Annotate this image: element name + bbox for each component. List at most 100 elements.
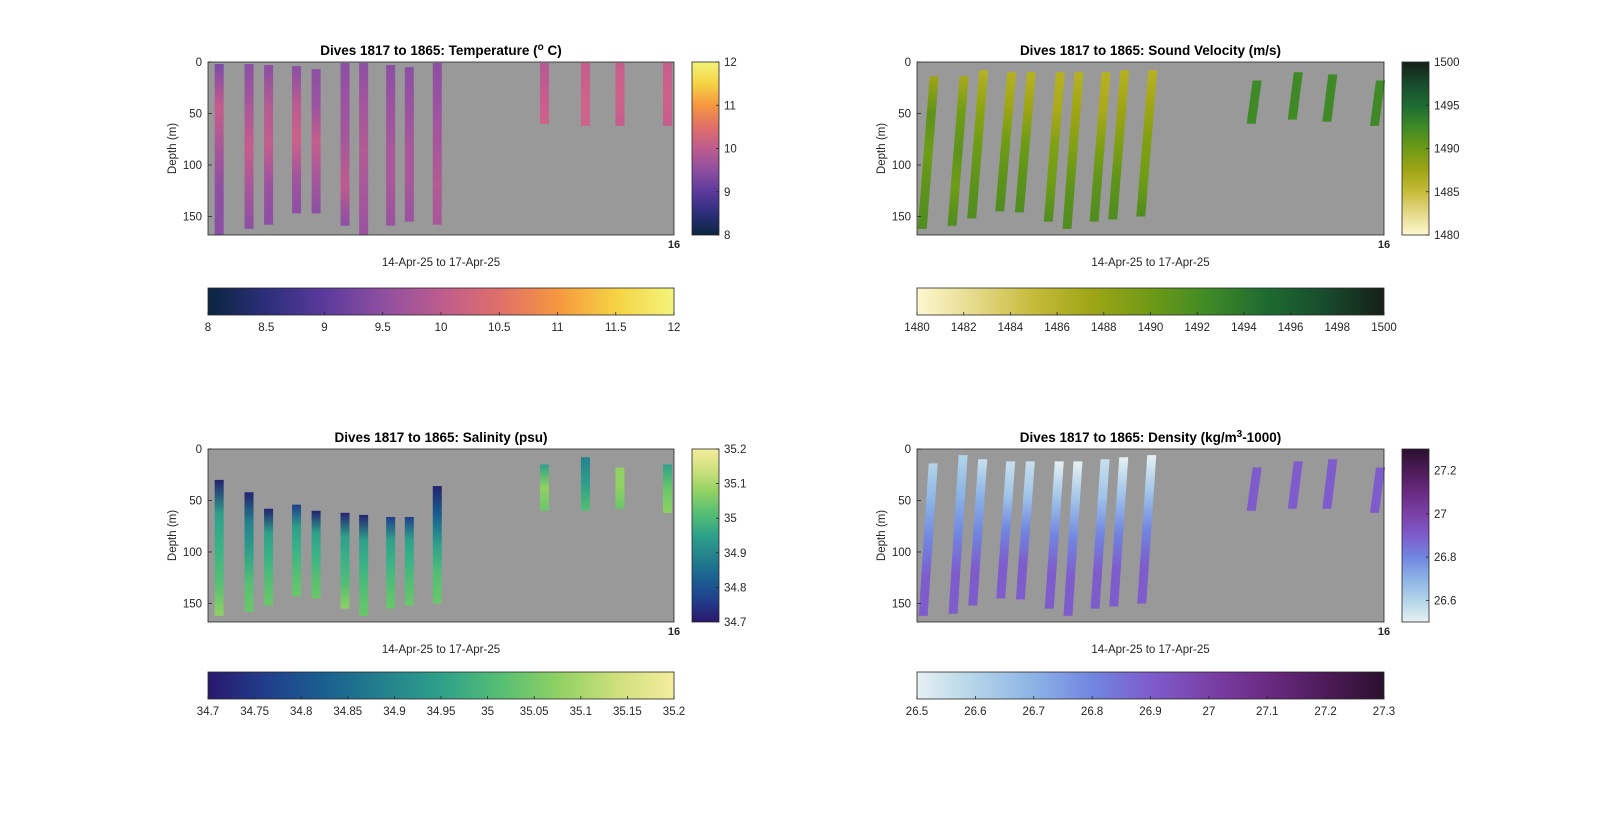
title-text: Dives 1817 to 1865: Salinity (psu) [334, 430, 547, 445]
chart-title: Dives 1817 to 1865: Density (kg/m3-1000) [1020, 429, 1281, 445]
chart-title: Dives 1817 to 1865: Temperature (o C) [320, 42, 561, 58]
title-superscript: o [538, 42, 544, 53]
y-tick-label: 150 [183, 211, 202, 223]
profile-bar [214, 64, 224, 235]
profile-bar [539, 464, 549, 511]
profile-bar [264, 65, 274, 225]
colorbar-tick-label: 35.2 [724, 444, 746, 456]
colorbar-bottom [207, 671, 675, 700]
y-tick-label: 150 [183, 598, 202, 610]
colorbar-tick-label: 35.1 [570, 706, 592, 718]
colorbar-tick-label: 35.2 [663, 706, 685, 718]
profile-bar [1108, 70, 1130, 220]
profile-bar [386, 65, 396, 226]
axes-frame [207, 448, 675, 623]
profile-bar [948, 455, 968, 614]
colorbar-tick-label: 1486 [1044, 322, 1070, 334]
colorbar-tick-label: 1480 [904, 322, 930, 334]
profile-bar [1044, 461, 1064, 609]
x-axis-label: 14-Apr-25 to 17-Apr-25 [1091, 644, 1209, 656]
profile-bar [1063, 461, 1083, 616]
x-axis-label: 14-Apr-25 to 17-Apr-25 [382, 644, 500, 656]
profile-bar [359, 514, 369, 616]
y-tick-label: 100 [892, 160, 911, 172]
profile-bar [264, 508, 274, 606]
colorbar-tick-label: 34.8 [290, 706, 312, 718]
y-tick-label: 0 [905, 57, 911, 69]
y-axis-label: Depth (m) [876, 510, 888, 561]
profile-bar [1089, 72, 1111, 222]
profile-bar [311, 69, 321, 214]
colorbar-tick-label: 1484 [998, 322, 1024, 334]
profile-bar [1287, 72, 1303, 120]
colorbar-tick-label: 8.5 [258, 322, 274, 334]
profile-bar [340, 512, 350, 609]
profile-bar [432, 486, 442, 604]
colorbar-tick-label: 35 [481, 706, 494, 718]
y-tick-label: 50 [189, 108, 202, 120]
profile-bar [918, 463, 938, 616]
colorbar-tick-label: 1482 [951, 322, 977, 334]
y-axis-label: Depth (m) [876, 123, 888, 174]
panel-3: Dives 1817 to 1865: Salinity (psu) 0 50 100… [167, 430, 746, 718]
profile-bar [662, 63, 672, 126]
colorbar-tick-label: 11 [552, 322, 564, 334]
colorbar-tick-label: 10 [724, 144, 737, 156]
profile-bar [292, 504, 302, 597]
colorbar-tick-label: 35.1 [724, 479, 746, 491]
y-tick-label: 50 [898, 495, 911, 507]
colorbar-tick-label: 1490 [1434, 144, 1460, 156]
colorbar-tick-label: 34.85 [333, 706, 362, 718]
profile-bar [995, 72, 1017, 212]
profile-bar [404, 516, 414, 606]
profile-bar [580, 457, 590, 511]
colorbar-tick-label: 27.3 [1373, 706, 1395, 718]
colorbar-tick-label: 9 [724, 187, 730, 199]
title-text: Dives 1817 to 1865: Temperature ( [320, 43, 538, 58]
colorbar-tick-label: 1500 [1434, 57, 1460, 69]
title-text-end: -1000) [1242, 430, 1281, 445]
colorbar-tick-label: 27 [1434, 509, 1447, 521]
colorbar-bottom [207, 287, 675, 316]
y-tick-label: 100 [183, 547, 202, 559]
y-axis-label: Depth (m) [167, 123, 179, 174]
y-tick-label: 0 [196, 57, 202, 69]
colorbar-tick-label: 8 [205, 322, 211, 334]
colorbar-tick-label: 26.6 [964, 706, 986, 718]
x-tick-label: 16 [668, 239, 680, 251]
profile-bar [214, 479, 224, 616]
profile-bar [1109, 457, 1129, 607]
profile-bar [1369, 80, 1385, 126]
colorbar-tick-label: 34.9 [724, 548, 746, 560]
colorbar-right [691, 61, 720, 236]
profile-bar [967, 70, 989, 219]
colorbar-tick-label: 1480 [1434, 230, 1460, 242]
profile-bar [580, 63, 590, 126]
colorbar-tick-label: 1488 [1091, 322, 1117, 334]
profile-bar [311, 510, 321, 599]
axes-frame [207, 61, 675, 236]
colorbar-tick-label: 26.8 [1434, 552, 1456, 564]
colorbar-tick-label: 1500 [1371, 322, 1397, 334]
profile-bar [1322, 74, 1338, 122]
profile-bar [359, 63, 369, 236]
colorbar-tick-label: 27.2 [1314, 706, 1336, 718]
y-tick-label: 50 [898, 108, 911, 120]
profile-bar [1136, 70, 1158, 217]
colorbar-tick-label: 8 [724, 230, 730, 242]
profile-bar [432, 63, 442, 225]
colorbar-tick-label: 1496 [1278, 322, 1304, 334]
y-tick-label: 0 [196, 444, 202, 456]
colorbar-right [691, 448, 720, 623]
colorbar-right [1401, 61, 1430, 236]
colorbar-tick-label: 26.5 [906, 706, 928, 718]
y-tick-label: 0 [905, 444, 911, 456]
profile-bar [615, 63, 625, 126]
profile-bar [244, 492, 254, 612]
profile-bar [340, 63, 350, 226]
profile-bar [1090, 459, 1110, 609]
colorbar-bottom [916, 287, 1385, 316]
profile-bar [1369, 467, 1385, 513]
colorbar-tick-label: 27.2 [1434, 466, 1456, 478]
